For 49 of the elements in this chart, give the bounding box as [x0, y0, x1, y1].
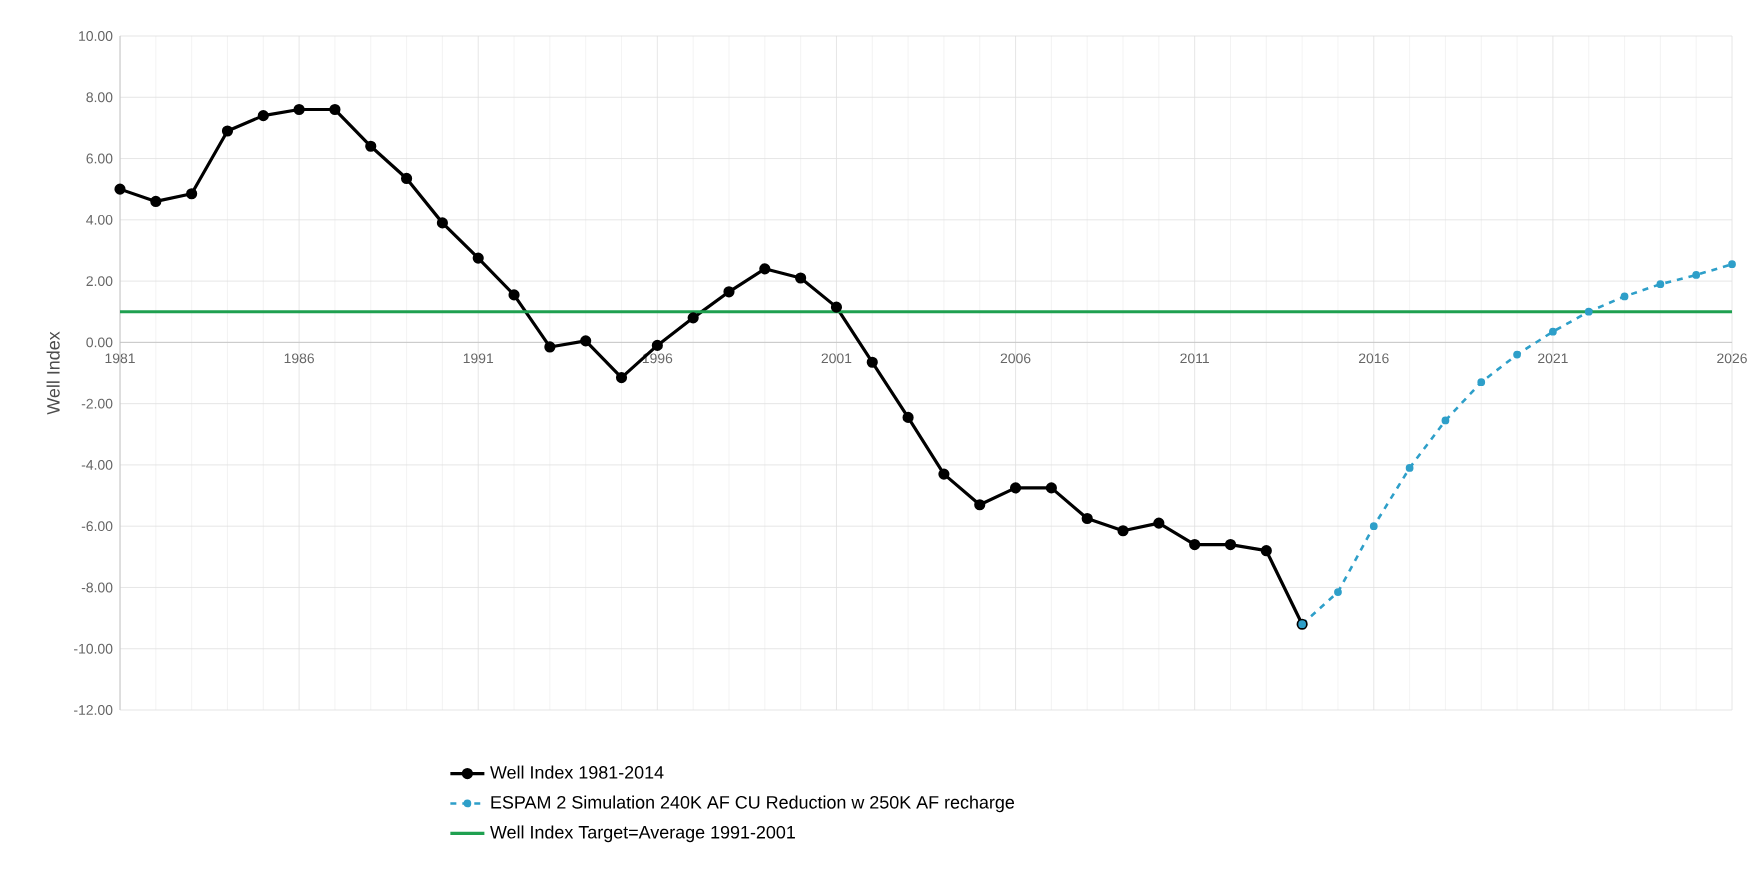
- point: [902, 411, 914, 424]
- point: [1117, 525, 1129, 537]
- point: [651, 339, 663, 352]
- point: [1260, 545, 1272, 557]
- point: [365, 140, 377, 152]
- point: [1692, 271, 1701, 279]
- point: [1153, 517, 1165, 529]
- point: [257, 110, 269, 122]
- point: [436, 217, 448, 229]
- point: [221, 125, 234, 137]
- point: [1081, 512, 1093, 525]
- point: [687, 312, 699, 324]
- point: [830, 301, 843, 313]
- point: [150, 195, 162, 208]
- point: [186, 188, 198, 200]
- point: [1728, 260, 1736, 269]
- point: [795, 272, 807, 284]
- point: [938, 468, 950, 480]
- point: [544, 341, 556, 353]
- point: [329, 103, 341, 116]
- point: [1513, 350, 1521, 359]
- point: [1009, 482, 1022, 494]
- point: [723, 286, 735, 298]
- point: [114, 183, 126, 195]
- point: [866, 356, 878, 368]
- y-axis-title: Well Index: [46, 331, 60, 415]
- point: [1189, 538, 1201, 551]
- point: [1405, 464, 1414, 472]
- point: [1549, 327, 1557, 336]
- point: [472, 252, 484, 264]
- point: [293, 103, 305, 116]
- point: [1441, 416, 1450, 425]
- point: [615, 372, 628, 384]
- point: [1620, 292, 1629, 301]
- point: [1656, 280, 1665, 289]
- point: [1045, 482, 1057, 494]
- point: [974, 499, 986, 511]
- point: [400, 172, 413, 185]
- point: [1334, 588, 1342, 596]
- point: [1369, 522, 1378, 531]
- point: [1224, 538, 1237, 551]
- legend-label: Well Index Target=Average 1991-2001: [490, 825, 795, 843]
- point: [1584, 307, 1593, 316]
- legend-label: ESPAM 2 Simulation 240K AF CU Reduction w 250K AF recharge: [491, 795, 1015, 813]
- point: [759, 263, 771, 275]
- point: [580, 335, 592, 347]
- point: [1477, 378, 1486, 387]
- point: [508, 289, 520, 301]
- legend-label: Well Index 1981-2014: [490, 765, 664, 779]
